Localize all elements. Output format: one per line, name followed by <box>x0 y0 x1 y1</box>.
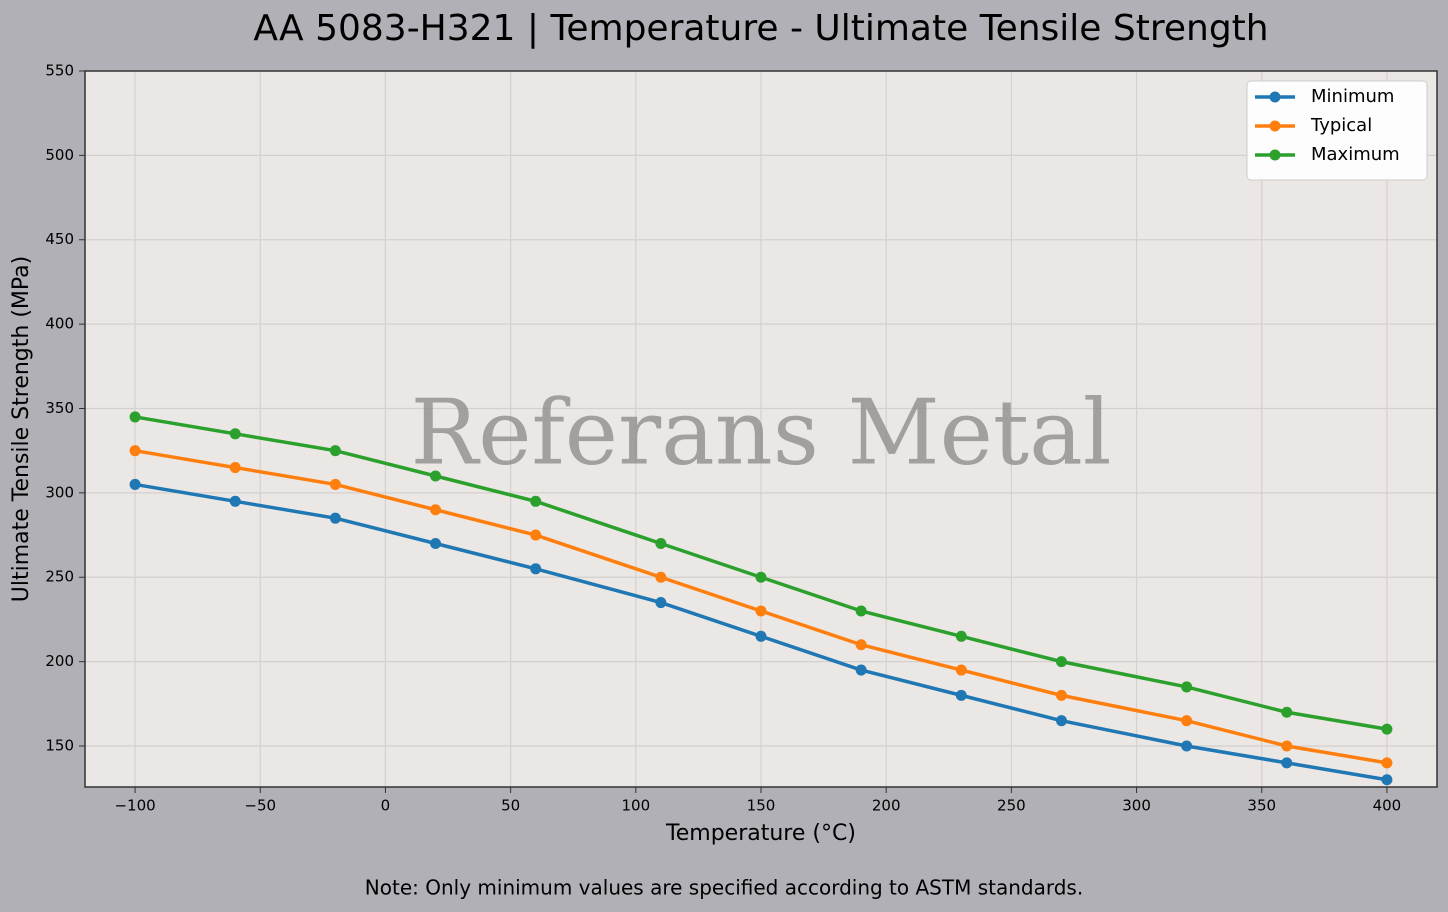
data-point <box>1055 715 1067 727</box>
y-tick-label: 300 <box>45 483 74 501</box>
legend-marker <box>1269 149 1281 161</box>
data-point <box>655 571 667 583</box>
data-point <box>1055 689 1067 701</box>
x-tick-label: 100 <box>621 797 650 815</box>
data-point <box>655 597 667 609</box>
data-point <box>129 445 141 457</box>
data-point <box>430 537 442 549</box>
x-tick-label: −100 <box>114 797 155 815</box>
y-tick-label: 500 <box>45 146 74 164</box>
y-tick-label: 350 <box>45 399 74 417</box>
x-tick-label: 50 <box>501 797 520 815</box>
y-tick-label: 450 <box>45 230 74 248</box>
y-tick-label: 150 <box>45 736 74 754</box>
note: Note: Only minimum values are specified … <box>365 876 1083 900</box>
data-point <box>229 428 241 440</box>
data-point <box>229 495 241 507</box>
data-point <box>1381 757 1393 769</box>
data-point <box>129 478 141 490</box>
data-point <box>229 462 241 474</box>
data-point <box>1181 715 1193 727</box>
data-point <box>1381 723 1393 735</box>
data-point <box>1281 740 1293 752</box>
data-point <box>855 605 867 617</box>
data-point <box>655 537 667 549</box>
data-point <box>1055 656 1067 668</box>
data-point <box>530 563 542 575</box>
data-point <box>329 478 341 490</box>
legend-label: Minimum <box>1311 86 1394 107</box>
data-point <box>430 470 442 482</box>
data-point <box>329 445 341 457</box>
x-tick-label: 250 <box>997 797 1026 815</box>
x-tick-label: 200 <box>872 797 901 815</box>
data-point <box>1181 681 1193 693</box>
legend-marker <box>1269 91 1281 103</box>
watermark: Referans Metal <box>410 380 1111 485</box>
data-point <box>955 664 967 676</box>
data-point <box>1181 740 1193 752</box>
data-point <box>955 689 967 701</box>
data-point <box>1281 706 1293 718</box>
y-tick-label: 200 <box>45 652 74 670</box>
chart-title: AA 5083-H321 | Temperature - Ultimate Te… <box>253 8 1268 49</box>
data-point <box>129 411 141 423</box>
y-tick-label: 400 <box>45 315 74 333</box>
data-point <box>430 504 442 516</box>
data-point <box>530 495 542 507</box>
data-point <box>1281 757 1293 769</box>
legend-label: Typical <box>1310 115 1372 136</box>
x-tick-label: 150 <box>747 797 776 815</box>
x-tick-label: 0 <box>381 797 391 815</box>
y-tick-label: 250 <box>45 568 74 586</box>
data-point <box>855 639 867 651</box>
x-tick-label: −50 <box>244 797 276 815</box>
data-point <box>755 605 767 617</box>
x-axis-label: Temperature (°C) <box>665 821 856 846</box>
x-tick-label: 400 <box>1373 797 1402 815</box>
x-tick-label: 300 <box>1122 797 1151 815</box>
data-point <box>530 529 542 541</box>
data-point <box>955 630 967 642</box>
data-point <box>855 664 867 676</box>
y-tick-label: 550 <box>45 62 74 80</box>
legend-marker <box>1269 120 1281 132</box>
data-point <box>755 630 767 642</box>
y-axis-label: Ultimate Tensile Strength (MPa) <box>9 256 34 602</box>
plot-frame <box>84 70 1438 788</box>
data-point <box>329 512 341 524</box>
data-point <box>1381 774 1393 786</box>
legend-label: Maximum <box>1311 144 1400 165</box>
data-point <box>755 571 767 583</box>
x-tick-label: 350 <box>1247 797 1276 815</box>
